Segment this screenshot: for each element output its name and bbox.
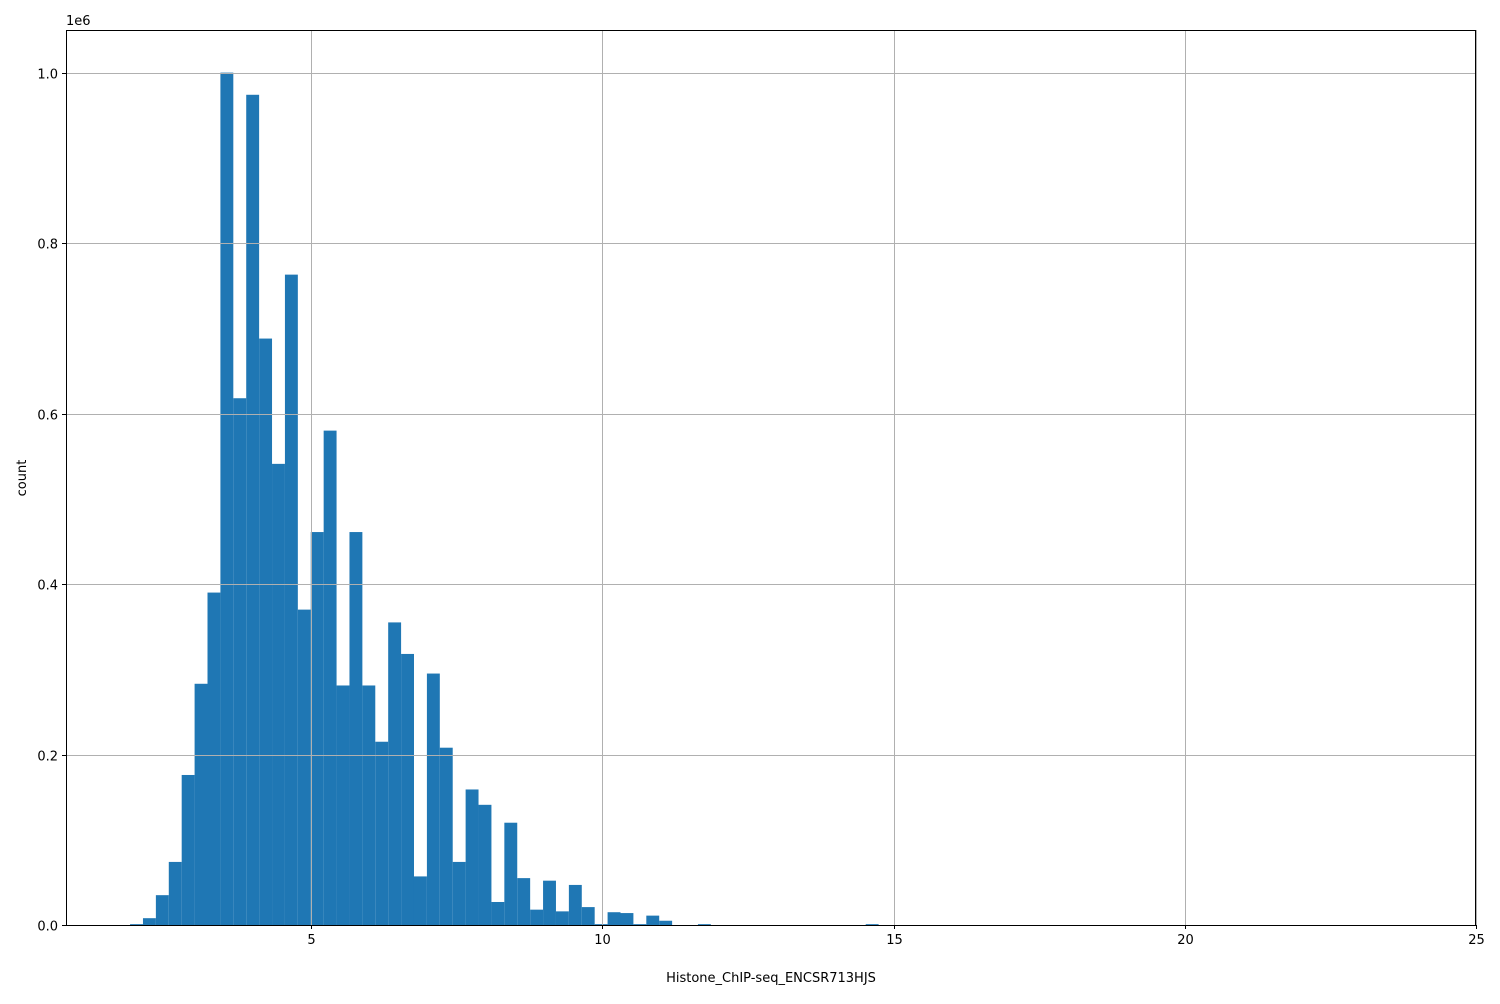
histogram-bar (646, 915, 660, 925)
histogram-bar (259, 338, 273, 925)
histogram-bar (233, 398, 247, 925)
histogram-bar (413, 876, 427, 925)
histogram-bar (581, 907, 595, 925)
histogram-bar (555, 911, 569, 925)
x-axis-label: Histone_ChIP-seq_ENCSR713HJS (666, 971, 876, 986)
histogram-bar (155, 895, 169, 925)
histogram-bar (465, 789, 479, 925)
y-tick-label: 0.6 (37, 409, 58, 424)
histogram-bar (439, 747, 453, 925)
histogram-bar (323, 430, 337, 925)
histogram-bars (130, 72, 879, 926)
histogram-bar (297, 609, 311, 925)
y-tick-label: 0.0 (37, 920, 58, 935)
histogram-bar (478, 804, 492, 925)
histogram-bar (530, 909, 544, 925)
x-tick-label: 10 (594, 933, 611, 948)
plot-frame (66, 30, 1476, 926)
histogram-bar (310, 532, 324, 925)
histogram-bar (504, 822, 518, 925)
histogram-bar (246, 94, 260, 926)
histogram-bar (168, 861, 182, 925)
histogram-bar (401, 653, 414, 925)
y-tick-label: 1.0 (37, 68, 58, 83)
histogram-bar (865, 924, 879, 925)
y-tick-label: 0.4 (37, 579, 58, 594)
y-offset-label: 1e6 (66, 14, 91, 29)
histogram-bar (142, 918, 156, 925)
histogram-bar (220, 72, 234, 926)
x-tick-label: 20 (1177, 933, 1194, 948)
histogram-bar (194, 683, 208, 925)
histogram-bar (594, 924, 608, 925)
histogram-bar (607, 912, 621, 925)
x-tick-label: 25 (1468, 933, 1485, 948)
y-axis-label: count (15, 460, 30, 497)
histogram-bar (491, 901, 505, 925)
histogram-bar (284, 274, 298, 926)
histogram-bar (349, 532, 363, 925)
histogram-bar (633, 924, 647, 925)
y-tick-label: 0.2 (37, 750, 58, 765)
histogram-bar (388, 622, 402, 925)
histogram-bar (181, 774, 195, 925)
histogram-bar (568, 884, 582, 925)
x-tick-label: 15 (886, 933, 903, 948)
x-axis-ticks: 5 10 15 20 25 (307, 925, 1485, 948)
histogram-bar (207, 592, 221, 925)
histogram-bar (543, 880, 556, 925)
y-tick-label: 0.8 (37, 238, 58, 253)
histogram-bar (375, 741, 389, 925)
histogram-bar (130, 924, 143, 925)
histogram-bar (659, 920, 673, 925)
histogram-bar (336, 685, 350, 925)
histogram-bar (272, 463, 285, 925)
histogram-bar (517, 878, 531, 925)
histogram-bar (620, 913, 634, 925)
histogram-bar (452, 861, 466, 925)
y-axis-ticks: 0.0 0.2 0.4 0.6 0.8 1.0 (37, 68, 66, 935)
histogram-bar (426, 673, 440, 925)
histogram-bar (362, 685, 376, 925)
histogram-bar (697, 924, 711, 925)
x-tick-label: 5 (307, 933, 315, 948)
